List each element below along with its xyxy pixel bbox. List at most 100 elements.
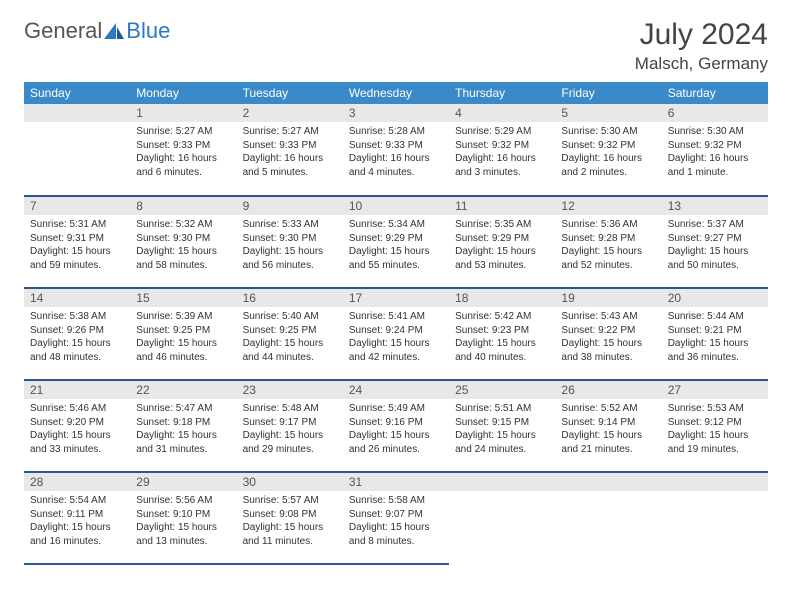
day-sr: Sunrise: 5:47 AM [136, 402, 230, 416]
day-d1: Daylight: 15 hours [561, 245, 655, 259]
day-d2: and 6 minutes. [136, 166, 230, 180]
day-sr: Sunrise: 5:46 AM [30, 402, 124, 416]
day-d1: Daylight: 15 hours [30, 245, 124, 259]
day-number-bar [449, 473, 555, 491]
day-sr: Sunrise: 5:27 AM [136, 125, 230, 139]
calendar-table: Sunday Monday Tuesday Wednesday Thursday… [24, 82, 768, 565]
day-d2: and 26 minutes. [349, 443, 443, 457]
day-ss: Sunset: 9:28 PM [561, 232, 655, 246]
calendar-day-cell: 21Sunrise: 5:46 AMSunset: 9:20 PMDayligh… [24, 380, 130, 472]
title-block: July 2024 Malsch, Germany [635, 18, 768, 74]
day-d1: Daylight: 15 hours [30, 521, 124, 535]
day-sr: Sunrise: 5:29 AM [455, 125, 549, 139]
day-ss: Sunset: 9:08 PM [243, 508, 337, 522]
day-ss: Sunset: 9:25 PM [136, 324, 230, 338]
day-details: Sunrise: 5:51 AMSunset: 9:15 PMDaylight:… [449, 399, 555, 462]
day-d2: and 55 minutes. [349, 259, 443, 273]
calendar-day-cell: 3Sunrise: 5:28 AMSunset: 9:33 PMDaylight… [343, 104, 449, 196]
day-d2: and 38 minutes. [561, 351, 655, 365]
day-ss: Sunset: 9:29 PM [349, 232, 443, 246]
day-d1: Daylight: 15 hours [668, 429, 762, 443]
calendar-day-cell [662, 472, 768, 564]
day-sr: Sunrise: 5:48 AM [243, 402, 337, 416]
day-sr: Sunrise: 5:31 AM [30, 218, 124, 232]
day-details: Sunrise: 5:38 AMSunset: 9:26 PMDaylight:… [24, 307, 130, 370]
day-ss: Sunset: 9:17 PM [243, 416, 337, 430]
calendar-day-cell: 30Sunrise: 5:57 AMSunset: 9:08 PMDayligh… [237, 472, 343, 564]
calendar-day-cell: 26Sunrise: 5:52 AMSunset: 9:14 PMDayligh… [555, 380, 661, 472]
day-d1: Daylight: 15 hours [668, 245, 762, 259]
weekday-header: Wednesday [343, 82, 449, 104]
calendar-day-cell: 29Sunrise: 5:56 AMSunset: 9:10 PMDayligh… [130, 472, 236, 564]
calendar-week-row: 14Sunrise: 5:38 AMSunset: 9:26 PMDayligh… [24, 288, 768, 380]
day-d1: Daylight: 16 hours [349, 152, 443, 166]
day-d2: and 11 minutes. [243, 535, 337, 549]
day-sr: Sunrise: 5:35 AM [455, 218, 549, 232]
day-sr: Sunrise: 5:43 AM [561, 310, 655, 324]
day-details: Sunrise: 5:52 AMSunset: 9:14 PMDaylight:… [555, 399, 661, 462]
day-ss: Sunset: 9:22 PM [561, 324, 655, 338]
day-number: 6 [662, 104, 768, 122]
day-number: 28 [24, 473, 130, 491]
day-ss: Sunset: 9:24 PM [349, 324, 443, 338]
day-d1: Daylight: 15 hours [561, 429, 655, 443]
day-ss: Sunset: 9:32 PM [561, 139, 655, 153]
day-number: 17 [343, 289, 449, 307]
day-ss: Sunset: 9:32 PM [455, 139, 549, 153]
day-d2: and 53 minutes. [455, 259, 549, 273]
day-sr: Sunrise: 5:52 AM [561, 402, 655, 416]
day-number: 27 [662, 381, 768, 399]
calendar-day-cell: 5Sunrise: 5:30 AMSunset: 9:32 PMDaylight… [555, 104, 661, 196]
day-sr: Sunrise: 5:28 AM [349, 125, 443, 139]
day-d2: and 16 minutes. [30, 535, 124, 549]
calendar-day-cell: 15Sunrise: 5:39 AMSunset: 9:25 PMDayligh… [130, 288, 236, 380]
location-label: Malsch, Germany [635, 54, 768, 74]
day-d2: and 48 minutes. [30, 351, 124, 365]
weekday-header: Tuesday [237, 82, 343, 104]
calendar-day-cell: 24Sunrise: 5:49 AMSunset: 9:16 PMDayligh… [343, 380, 449, 472]
day-sr: Sunrise: 5:40 AM [243, 310, 337, 324]
weekday-header-row: Sunday Monday Tuesday Wednesday Thursday… [24, 82, 768, 104]
day-number: 14 [24, 289, 130, 307]
day-d2: and 4 minutes. [349, 166, 443, 180]
day-number: 18 [449, 289, 555, 307]
calendar-day-cell: 2Sunrise: 5:27 AMSunset: 9:33 PMDaylight… [237, 104, 343, 196]
day-number: 26 [555, 381, 661, 399]
day-d1: Daylight: 15 hours [561, 337, 655, 351]
day-details: Sunrise: 5:27 AMSunset: 9:33 PMDaylight:… [130, 122, 236, 185]
day-sr: Sunrise: 5:44 AM [668, 310, 762, 324]
day-sr: Sunrise: 5:42 AM [455, 310, 549, 324]
day-number: 23 [237, 381, 343, 399]
day-sr: Sunrise: 5:32 AM [136, 218, 230, 232]
day-details: Sunrise: 5:49 AMSunset: 9:16 PMDaylight:… [343, 399, 449, 462]
calendar-day-cell: 28Sunrise: 5:54 AMSunset: 9:11 PMDayligh… [24, 472, 130, 564]
day-details: Sunrise: 5:46 AMSunset: 9:20 PMDaylight:… [24, 399, 130, 462]
day-ss: Sunset: 9:25 PM [243, 324, 337, 338]
day-ss: Sunset: 9:29 PM [455, 232, 549, 246]
day-d2: and 50 minutes. [668, 259, 762, 273]
day-ss: Sunset: 9:26 PM [30, 324, 124, 338]
day-sr: Sunrise: 5:34 AM [349, 218, 443, 232]
day-details: Sunrise: 5:53 AMSunset: 9:12 PMDaylight:… [662, 399, 768, 462]
calendar-day-cell: 14Sunrise: 5:38 AMSunset: 9:26 PMDayligh… [24, 288, 130, 380]
day-d2: and 1 minute. [668, 166, 762, 180]
day-d1: Daylight: 16 hours [455, 152, 549, 166]
day-d1: Daylight: 15 hours [243, 521, 337, 535]
day-d2: and 36 minutes. [668, 351, 762, 365]
calendar-week-row: 21Sunrise: 5:46 AMSunset: 9:20 PMDayligh… [24, 380, 768, 472]
day-ss: Sunset: 9:33 PM [349, 139, 443, 153]
calendar-day-cell: 12Sunrise: 5:36 AMSunset: 9:28 PMDayligh… [555, 196, 661, 288]
calendar-day-cell [24, 104, 130, 196]
day-d2: and 33 minutes. [30, 443, 124, 457]
day-ss: Sunset: 9:11 PM [30, 508, 124, 522]
day-d2: and 24 minutes. [455, 443, 549, 457]
day-d1: Daylight: 15 hours [455, 245, 549, 259]
calendar-day-cell: 18Sunrise: 5:42 AMSunset: 9:23 PMDayligh… [449, 288, 555, 380]
calendar-day-cell: 6Sunrise: 5:30 AMSunset: 9:32 PMDaylight… [662, 104, 768, 196]
day-ss: Sunset: 9:33 PM [136, 139, 230, 153]
day-details: Sunrise: 5:47 AMSunset: 9:18 PMDaylight:… [130, 399, 236, 462]
calendar-week-row: 7Sunrise: 5:31 AMSunset: 9:31 PMDaylight… [24, 196, 768, 288]
calendar-day-cell: 1Sunrise: 5:27 AMSunset: 9:33 PMDaylight… [130, 104, 236, 196]
day-d1: Daylight: 15 hours [136, 245, 230, 259]
calendar-day-cell: 27Sunrise: 5:53 AMSunset: 9:12 PMDayligh… [662, 380, 768, 472]
